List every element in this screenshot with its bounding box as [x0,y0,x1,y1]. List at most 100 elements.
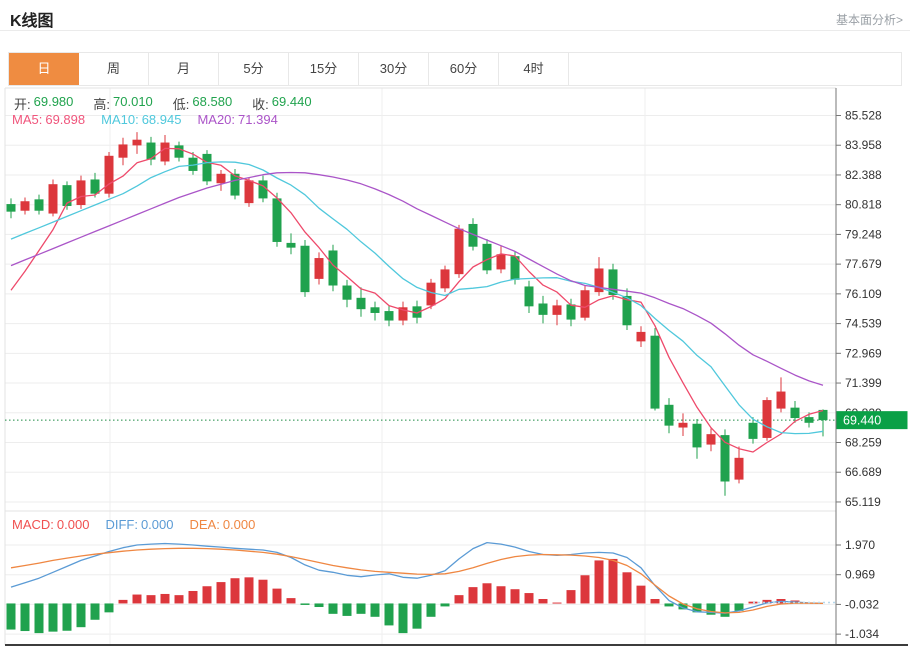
candle-body [272,198,282,242]
macd-bar [230,578,240,604]
macd-bar [90,603,100,620]
macd-bar [622,572,632,604]
candle-body [524,286,534,307]
macd-label: MACD: [12,517,54,532]
candle-body [594,268,604,293]
tab-月[interactable]: 月 [149,53,219,85]
candle-body [510,256,520,280]
ma20-value: 71.394 [238,112,278,127]
candle-body [818,409,828,421]
diff-label: DIFF: [105,517,138,532]
candle-body [622,295,632,326]
candle-body [314,258,324,279]
macd-bar [580,575,590,604]
candle-body [188,157,198,171]
macd-bar [706,603,716,615]
macd-bar [594,560,604,604]
candle-body [90,179,100,194]
axis-tick-label: 76.109 [845,287,882,301]
candle-body [692,423,702,448]
candle-body [132,139,142,146]
diff-value: 0.000 [140,517,174,532]
ohlc-row: 开: 69.980 高: 70.010 低: 68.580 收: 69.440 [14,94,312,113]
macd-bar [342,603,352,616]
candle-body [762,400,772,438]
candle-body [34,199,44,211]
candle-body [552,305,562,315]
axis-tick-label: 72.969 [845,346,882,360]
candle-body [146,142,156,160]
page-title: K线图 [10,13,54,30]
axis-tick-label: 82.388 [845,168,882,182]
macd-bar [510,589,520,604]
candle-body [244,180,254,204]
candle-body [286,242,296,248]
period-tabbar: 日周月 5分 15分 30分 60分 4时 [8,52,902,86]
ma-lines-layer [10,147,824,453]
axis-tick-label: 71.399 [845,376,882,390]
tab-30分[interactable]: 30分 [359,53,429,85]
macd-bar [440,603,450,607]
candle-body [104,155,114,194]
macd-bar [608,558,618,604]
last-price-badge [836,411,908,430]
candle-body [6,204,16,212]
tab-周[interactable]: 周 [79,53,149,85]
ma-legend-row: MA5: 69.898 MA10: 68.945 MA20: 71.394 [12,112,278,127]
open-label: 开: [14,97,31,112]
diff-line [10,541,824,614]
close-label: 收: [252,97,269,112]
candle-body [300,245,310,293]
macd-bar [314,603,324,608]
ma20-line [10,171,824,386]
tab-5分[interactable]: 5分 [219,53,289,85]
candle-body [230,173,240,196]
macd-row-macd: MACD: 0.000 [12,517,89,532]
candle-body [790,407,800,419]
header-divider [0,30,910,31]
macd-bar [384,603,394,626]
quote-row-high: 高: 70.010 [93,94,152,113]
macd-bar [174,595,184,604]
candles-layer [6,132,828,496]
axis-tick-label: 0.969 [845,568,875,582]
tab-15分[interactable]: 15分 [289,53,359,85]
candle-body [468,223,478,247]
candle-body [62,185,72,206]
axis-tick-label: 79.248 [845,227,882,241]
fundamental-analysis-link[interactable]: 基本面分析> [835,13,903,27]
macd-bar [636,585,646,604]
macd-bar [552,602,562,604]
ma10-label: MA10: [101,112,139,127]
candle-body [650,335,660,409]
last-price-badge-value: 69.440 [843,414,881,428]
macd-bar [202,586,212,604]
candle-body [258,180,268,199]
axis-tick-label: 65.119 [845,495,881,509]
high-value: 70.010 [113,94,153,109]
candle-body [118,144,128,158]
candle-body [706,434,716,445]
tab-4时[interactable]: 4时 [499,53,569,85]
candle-body [216,173,226,184]
macd-bar [734,603,744,611]
macd-bar [216,582,226,604]
candle-body [678,422,688,428]
axis-labels-layer: 85.528 83.958 82.388 80.818 79.248 77.679 76.1… [836,109,882,641]
ma10-line [10,161,824,435]
axis-tick-label: 74.539 [845,317,882,331]
ma10-value: 68.945 [141,112,182,127]
tab-日[interactable]: 日 [9,53,79,85]
macd-layer [6,541,836,634]
axis-tick-label: -0.032 [845,597,879,611]
macd-bar [6,603,16,630]
macd-bar [76,603,86,628]
macd-bar [62,603,72,631]
candle-body [398,307,408,321]
candle-body [440,269,450,289]
candle-body [454,228,464,275]
axis-tick-label: 1.970 [845,538,875,552]
tab-60分[interactable]: 60分 [429,53,499,85]
axis-tick-label: -1.034 [845,627,879,641]
